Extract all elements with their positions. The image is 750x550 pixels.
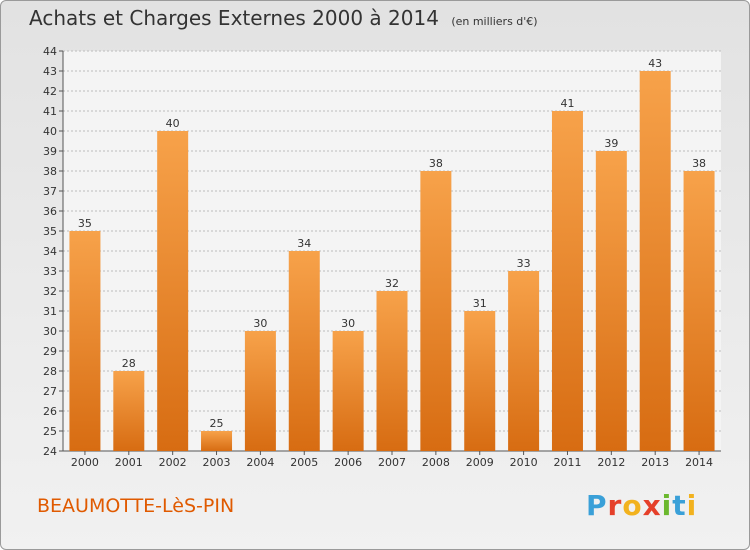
- y-tick-label: 34: [43, 245, 57, 258]
- bar-value-label: 33: [517, 257, 531, 270]
- bar: [639, 71, 671, 451]
- brand-letter: i: [661, 489, 673, 522]
- y-tick-label: 39: [43, 145, 57, 158]
- bar-value-label: 43: [648, 57, 662, 70]
- brand-letter: t: [672, 489, 687, 522]
- x-tick-label: 2003: [203, 456, 231, 469]
- bar-value-label: 41: [560, 97, 574, 110]
- bar-value-label: 32: [385, 277, 399, 290]
- y-tick-label: 37: [43, 185, 57, 198]
- brand-letter: r: [607, 489, 623, 522]
- brand-letter: o: [622, 489, 643, 522]
- brand-logo[interactable]: Proxiti: [586, 489, 697, 522]
- bar-value-label: 34: [297, 237, 311, 250]
- bar-value-label: 39: [604, 137, 618, 150]
- bar: [595, 151, 627, 451]
- x-tick-label: 2000: [71, 456, 99, 469]
- y-tick-label: 25: [43, 425, 57, 438]
- y-tick-label: 44: [43, 45, 57, 58]
- y-tick-label: 29: [43, 345, 57, 358]
- y-tick-label: 33: [43, 265, 57, 278]
- y-tick-label: 32: [43, 285, 57, 298]
- bar: [551, 111, 583, 451]
- brand-letter: i: [686, 489, 698, 522]
- x-tick-label: 2014: [685, 456, 713, 469]
- bar-value-label: 38: [692, 157, 706, 170]
- x-tick-label: 2006: [334, 456, 362, 469]
- y-tick-label: 42: [43, 85, 57, 98]
- y-tick-label: 43: [43, 65, 57, 78]
- bar: [113, 371, 145, 451]
- bar: [288, 251, 320, 451]
- bar-value-label: 31: [473, 297, 487, 310]
- y-tick-label: 26: [43, 405, 57, 418]
- x-tick-label: 2013: [641, 456, 669, 469]
- y-tick-label: 35: [43, 225, 57, 238]
- chart-subtitle: (en milliers d'€): [451, 15, 538, 28]
- bar-value-label: 38: [429, 157, 443, 170]
- x-tick-label: 2009: [466, 456, 494, 469]
- chart-title: Achats et Charges Externes 2000 à 2014: [29, 6, 439, 30]
- y-tick-label: 36: [43, 205, 57, 218]
- bar-value-label: 35: [78, 217, 92, 230]
- bar: [332, 331, 364, 451]
- bar-value-label: 30: [253, 317, 267, 330]
- brand-letter: P: [586, 489, 608, 522]
- bar-value-label: 25: [210, 417, 224, 430]
- x-tick-label: 2012: [597, 456, 625, 469]
- y-tick-label: 27: [43, 385, 57, 398]
- bar: [201, 431, 233, 451]
- bar: [420, 171, 452, 451]
- brand-letter: x: [642, 489, 662, 522]
- y-tick-label: 24: [43, 445, 57, 458]
- y-tick-label: 31: [43, 305, 57, 318]
- x-tick-label: 2001: [115, 456, 143, 469]
- y-tick-label: 30: [43, 325, 57, 338]
- x-tick-label: 2004: [246, 456, 274, 469]
- x-tick-label: 2002: [159, 456, 187, 469]
- x-tick-label: 2010: [510, 456, 538, 469]
- x-tick-label: 2007: [378, 456, 406, 469]
- y-tick-label: 28: [43, 365, 57, 378]
- x-tick-label: 2005: [290, 456, 318, 469]
- bar: [683, 171, 715, 451]
- bar: [157, 131, 189, 451]
- x-tick-label: 2011: [553, 456, 581, 469]
- bar: [376, 291, 408, 451]
- bar-value-label: 30: [341, 317, 355, 330]
- bar: [508, 271, 540, 451]
- bar: [69, 231, 101, 451]
- bar: [464, 311, 496, 451]
- bar: [244, 331, 276, 451]
- bar-value-label: 28: [122, 357, 136, 370]
- chart-title-block: Achats et Charges Externes 2000 à 2014 (…: [29, 6, 538, 30]
- x-tick-label: 2008: [422, 456, 450, 469]
- y-tick-label: 40: [43, 125, 57, 138]
- place-name: BEAUMOTTE-LèS-PIN: [37, 495, 235, 517]
- bar-value-label: 40: [166, 117, 180, 130]
- y-tick-label: 38: [43, 165, 57, 178]
- y-tick-label: 41: [43, 105, 57, 118]
